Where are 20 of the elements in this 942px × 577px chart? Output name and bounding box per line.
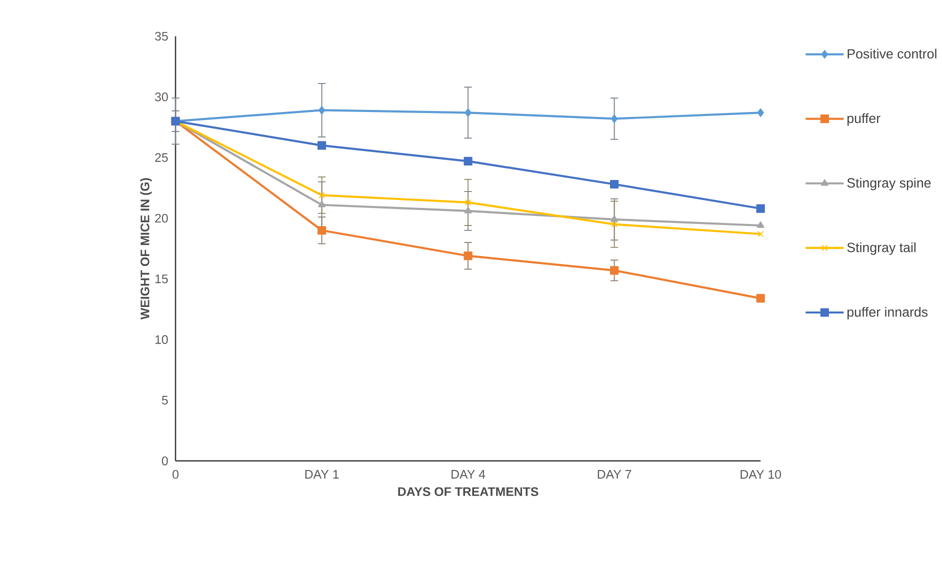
y-tick-label: 25 [155, 152, 168, 162]
x-axis-title: DAYS OF TREATMENTS [398, 487, 538, 496]
x-tick-label: DAY 1 [305, 470, 339, 478]
y-tick-label: 5 [162, 396, 168, 404]
x-tick-label: DAY 10 [740, 470, 782, 479]
y-tick-label: 15 [155, 274, 168, 284]
y-tick-label: 20 [155, 214, 168, 222]
y-tick-label: 35 [155, 32, 168, 40]
legend-label: puffer innards [847, 306, 928, 320]
y-axis-title: WEIGHT OF MICE IN (G) [140, 178, 152, 320]
y-tick-label: 30 [155, 92, 168, 102]
legend-label: Stingray tail [847, 242, 916, 255]
legend-label: Stingray spine [847, 178, 931, 190]
x-tick-label: DAY 7 [598, 470, 632, 478]
x-tick-label: 0 [172, 470, 178, 479]
legend-label: Positive control [848, 48, 936, 58]
y-tick-label: 10 [155, 334, 168, 344]
legend-label: puffer [847, 113, 880, 126]
x-tick-label: DAY 4 [452, 470, 486, 478]
y-tick-label: 0 [162, 456, 168, 466]
